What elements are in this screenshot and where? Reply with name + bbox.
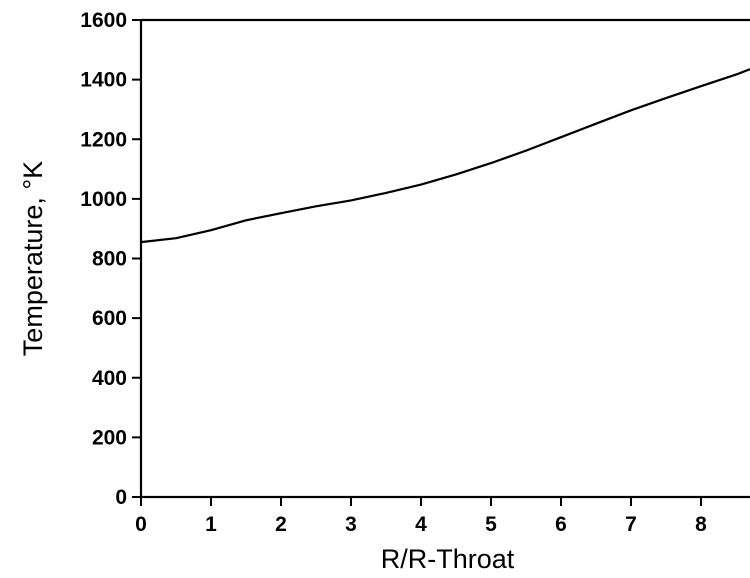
y-tick-label: 1200 [80,128,127,151]
x-tick-label: 0 [135,513,147,536]
x-axis-ticks: 0 1 2 3 4 5 6 7 8 [135,497,707,536]
y-tick-label: 1000 [80,188,127,211]
y-axis-ticks: 0 200 400 600 800 1000 1200 1400 1600 [80,9,141,509]
series-layer [140,68,750,244]
y-tick-label: 600 [92,307,127,330]
y-axis-title: Temperature, °K [18,161,48,356]
x-tick-label: 6 [555,513,567,536]
y-tick-label: 0 [115,486,127,509]
temperature-series-line [140,68,750,244]
plot-frame [139,18,750,499]
x-tick-label: 5 [485,513,497,536]
x-axis-title: R/R-Throat [381,544,515,574]
y-tick-label: 1400 [80,69,127,92]
y-tick-label: 400 [92,367,127,390]
y-tick-label: 1600 [80,9,127,32]
x-tick-label: 1 [205,513,217,536]
x-tick-label: 7 [625,513,637,536]
x-tick-label: 8 [695,513,707,536]
y-tick-label: 200 [92,426,127,449]
x-tick-label: 3 [345,513,357,536]
x-tick-label: 2 [275,513,287,536]
y-tick-label: 800 [92,248,127,271]
x-tick-label: 4 [415,513,427,536]
